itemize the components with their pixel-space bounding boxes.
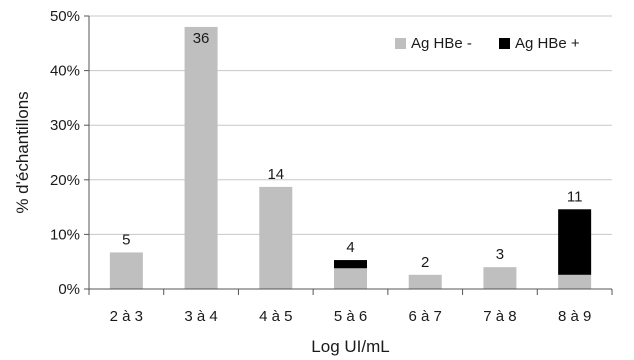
tick-labels: 0% 10% 20% 30% 40% 50% 2 à 3 3 à 4 4 à 5 5 à 6 6 à…	[50, 8, 613, 325]
data-label: 2	[421, 254, 429, 271]
data-label: 36	[193, 30, 210, 47]
bar-ag-hbe-neg	[408, 274, 442, 289]
bars	[109, 26, 592, 289]
data-label: 14	[267, 166, 284, 183]
data-label: 3	[496, 246, 504, 263]
y-tick-label: 40%	[50, 63, 80, 80]
legend-label-ag-hbe-pos: Ag HBe +	[515, 35, 580, 52]
data-label: 4	[346, 239, 354, 256]
bar-ag-hbe-neg	[109, 252, 143, 289]
gridlines	[89, 15, 612, 235]
x-tick-label: 3 à 4	[184, 308, 217, 325]
y-tick-label: 10%	[50, 226, 80, 243]
x-tick-label: 4 à 5	[259, 308, 292, 325]
x-tick-label: 6 à 7	[409, 308, 442, 325]
legend-swatch-ag-hbe-neg	[395, 38, 406, 49]
y-tick-label: 30%	[50, 117, 80, 134]
data-labels: 5 36 14 4 2 3 11	[122, 30, 582, 271]
x-tick-label: 2 à 3	[110, 308, 143, 325]
axes	[88, 16, 612, 290]
bar-ag-hbe-neg	[259, 186, 293, 289]
y-tick-label: 50%	[50, 8, 80, 25]
x-tick-label: 8 à 9	[558, 308, 591, 325]
data-label: 11	[567, 188, 583, 205]
bar-ag-hbe-pos	[334, 260, 367, 269]
legend-swatch-ag-hbe-pos	[499, 38, 510, 49]
x-tick-label: 7 à 8	[483, 308, 516, 325]
y-tick-label: 20%	[50, 172, 80, 189]
legend: Ag HBe - Ag HBe +	[395, 35, 580, 52]
y-tick-label: 0%	[58, 281, 80, 298]
bar-ag-hbe-neg	[184, 26, 218, 289]
data-label: 5	[122, 231, 130, 248]
x-tick-label: 5 à 6	[334, 308, 367, 325]
bar-ag-hbe-pos	[558, 209, 592, 275]
legend-label-ag-hbe-neg: Ag HBe -	[411, 35, 472, 52]
bar-ag-hbe-neg	[483, 267, 517, 289]
bar-ag-hbe-neg	[334, 268, 367, 289]
x-axis-title: Log UI/mL	[311, 337, 389, 356]
bar-ag-hbe-neg	[558, 274, 592, 289]
y-axis-title: % d'échantillons	[13, 91, 32, 213]
